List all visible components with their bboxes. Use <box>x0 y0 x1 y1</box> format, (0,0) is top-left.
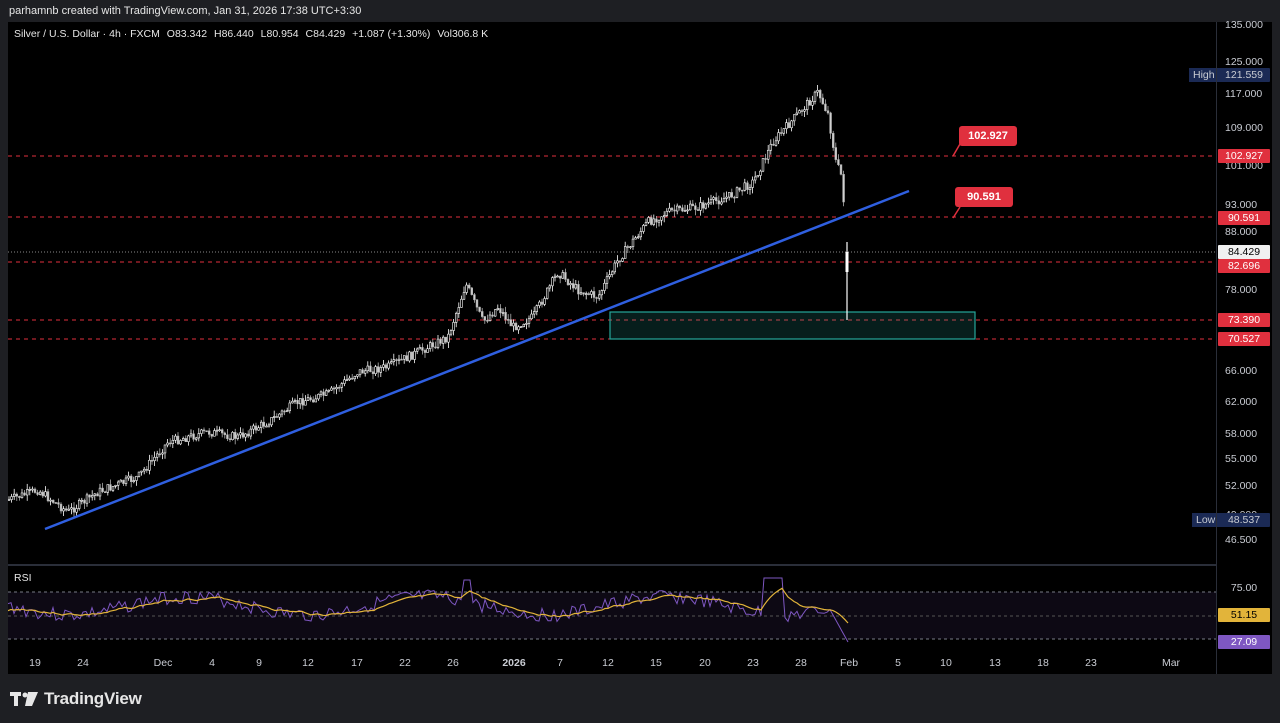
time-tick: 10 <box>940 657 952 669</box>
time-tick: Dec <box>153 657 173 669</box>
scale-divider <box>1216 22 1217 674</box>
price-label-73: 73.390 <box>1218 313 1270 327</box>
price-tick: 93.000 <box>1225 199 1258 211</box>
rsi-band <box>8 592 1216 639</box>
price-tick: 117.000 <box>1225 88 1263 100</box>
price-tick: 78.000 <box>1225 284 1258 296</box>
callout-lower[interactable]: 90.591 <box>955 187 1013 207</box>
high-tag: High <box>1189 68 1219 82</box>
price-chart-pane[interactable]: Silver / U.S. Dollar · 4h · FXCM O83.342… <box>8 22 1216 564</box>
tradingview-logo-icon <box>10 692 38 706</box>
rsi-value-label: 27.09 <box>1218 635 1270 649</box>
price-scale[interactable]: 135.000 125.000 117.000 109.000 101.000 … <box>1216 19 1272 674</box>
rsi-label: RSI <box>14 572 32 584</box>
price-tick: 62.000 <box>1225 396 1258 408</box>
rsi-pane[interactable]: RSI <box>8 566 1216 652</box>
price-tick: 125.000 <box>1225 56 1263 68</box>
price-tick: 135.000 <box>1225 19 1263 31</box>
price-label-70: 70.527 <box>1218 332 1270 346</box>
low-label: L <box>260 28 267 40</box>
time-tick: 23 <box>747 657 759 669</box>
time-tick: Mar <box>1161 657 1181 669</box>
time-tick: 15 <box>650 657 662 669</box>
last-price-label: 84.429 <box>1218 245 1270 259</box>
open-value: 83.342 <box>174 28 208 40</box>
time-tick: 17 <box>351 657 363 669</box>
high-value: 86.440 <box>221 28 254 40</box>
time-tick: 18 <box>1037 657 1049 669</box>
time-tick: 13 <box>989 657 1001 669</box>
time-tick: Feb <box>839 657 859 669</box>
time-tick: 4 <box>209 657 215 669</box>
price-tick: 88.000 <box>1225 226 1258 238</box>
close-value: 84.429 <box>313 28 346 40</box>
rsi-indicator <box>8 577 1216 643</box>
time-tick: 9 <box>256 657 262 669</box>
price-tick: 66.000 <box>1225 365 1258 377</box>
open-label: O <box>166 28 175 40</box>
high-label: H <box>214 28 222 40</box>
candlestick-chart[interactable] <box>8 22 1216 564</box>
rsi-scale-upper: 75.00 <box>1230 582 1258 594</box>
price-tick: 101.000 <box>1225 160 1263 172</box>
volume-value: 306.8 K <box>451 28 489 40</box>
time-tick: 7 <box>557 657 563 669</box>
price-label-82: 82.696 <box>1218 259 1270 273</box>
price-tick: 55.000 <box>1225 453 1258 465</box>
pane-divider[interactable] <box>8 564 1272 566</box>
callout-connector-lower <box>952 206 961 219</box>
price-tick: 52.000 <box>1225 480 1258 492</box>
time-tick: 28 <box>795 657 807 669</box>
time-axis[interactable]: 19 24 Dec 4 9 12 17 22 26 2026 7 12 15 20 23 28 Feb 5 10 13… <box>8 652 1216 674</box>
volume-label: Vol <box>437 28 452 40</box>
support-zone[interactable] <box>609 311 976 340</box>
price-tick: 46.500 <box>1225 534 1258 546</box>
attribution-bar: parhamnb created with TradingView.com, J… <box>0 0 1280 22</box>
time-tick: 24 <box>77 657 89 669</box>
brand-name: TradingView <box>44 689 142 708</box>
tradingview-logo[interactable]: TradingView <box>10 689 142 709</box>
attribution-text: parhamnb created with TradingView.com, J… <box>9 5 362 17</box>
time-tick: 22 <box>399 657 411 669</box>
rsi-ma-line <box>8 587 849 624</box>
time-tick: 12 <box>602 657 614 669</box>
callout-upper[interactable]: 102.927 <box>959 126 1017 146</box>
time-tick: 2026 <box>502 657 526 669</box>
close-label: C <box>305 28 314 40</box>
ascending-trendline[interactable] <box>44 189 910 531</box>
price-tick: 58.000 <box>1225 428 1258 440</box>
callout-connector-upper <box>952 143 961 157</box>
price-label-90: 90.591 <box>1218 211 1270 225</box>
price-tick: 109.000 <box>1225 122 1263 134</box>
change-value: +1.087 (+1.30%) <box>352 28 431 40</box>
time-tick: 20 <box>699 657 711 669</box>
time-tick: 12 <box>302 657 314 669</box>
time-tick: 19 <box>29 657 41 669</box>
high-value-label: 121.559 <box>1218 68 1270 82</box>
footer: TradingView <box>0 674 1280 723</box>
candles-group <box>8 85 849 518</box>
time-tick: 23 <box>1085 657 1097 669</box>
time-tick: 5 <box>895 657 901 669</box>
price-label-102: 102.927 <box>1218 149 1270 163</box>
low-value-label: 48.537 <box>1218 513 1270 527</box>
low-tag: Low <box>1192 513 1220 527</box>
rsi-ma-value-label: 51.15 <box>1218 608 1270 622</box>
time-tick: 26 <box>447 657 459 669</box>
symbol-legend: Silver / U.S. Dollar · 4h · FXCM O83.342… <box>14 28 488 40</box>
symbol-name: Silver / U.S. Dollar · 4h · FXCM <box>14 28 160 40</box>
low-value: 80.954 <box>266 28 299 40</box>
